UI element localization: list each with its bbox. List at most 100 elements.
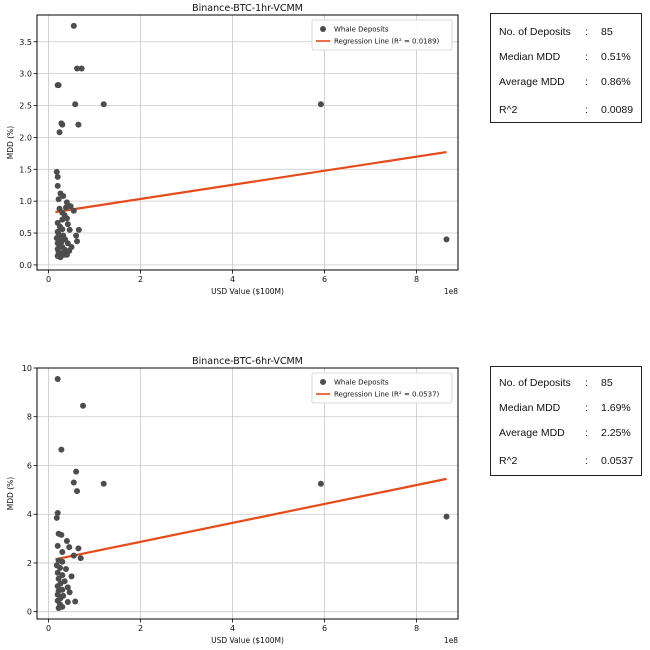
data-point <box>73 468 80 475</box>
data-point <box>317 101 324 108</box>
stat-colon: : <box>585 455 588 467</box>
data-point <box>64 584 71 591</box>
stat-row-r2: R^2 : 0.0089 <box>491 100 641 120</box>
stat-value: 0.0537 <box>601 455 634 467</box>
stat-colon: : <box>585 377 588 389</box>
x-axis-label: USD Value ($100M) <box>211 636 284 645</box>
data-point <box>54 173 61 180</box>
y-tick-label: 0.5 <box>19 229 32 238</box>
stats-panel-1hr: No. of Deposits : 85 Median MDD : 0.51% … <box>490 13 642 123</box>
data-point <box>59 121 66 128</box>
data-point <box>72 598 79 605</box>
data-point <box>74 488 81 495</box>
legend-label-line: Regression Line (R² = 0.0189) <box>334 38 440 46</box>
data-point <box>57 564 64 571</box>
data-point <box>55 605 62 612</box>
stat-value: 0.86% <box>601 76 631 88</box>
data-point <box>63 538 70 545</box>
legend-label-points: Whale Deposits <box>334 26 389 34</box>
y-tick-label: 3.5 <box>19 38 32 47</box>
plot-frame <box>36 14 459 271</box>
stats-panel-6hr: No. of Deposits : 85 Median MDD : 1.69% … <box>490 366 642 476</box>
y-tick-label: 0.0 <box>19 261 32 270</box>
data-point <box>64 240 71 247</box>
data-point <box>54 542 61 549</box>
x-tick-label: 0 <box>46 275 51 284</box>
stat-row-average: Average MDD : 0.86% <box>491 72 641 92</box>
y-tick-label: 6 <box>27 461 32 470</box>
stat-label: Average MDD <box>499 76 565 88</box>
data-point <box>75 545 82 552</box>
stat-value: 85 <box>601 26 613 38</box>
data-point <box>59 572 66 579</box>
stat-row-median: Median MDD : 1.69% <box>491 398 641 418</box>
stat-row-r2: R^2 : 0.0537 <box>491 451 641 471</box>
data-point <box>66 544 73 551</box>
data-point <box>59 226 66 233</box>
x-tick-label: 2 <box>138 275 143 284</box>
legend: Whale Deposits Regression Line (R² = 0.05… <box>311 372 453 404</box>
data-point <box>80 402 87 409</box>
x-offset-label: 1e8 <box>444 287 458 296</box>
data-point <box>72 101 79 108</box>
legend-box <box>311 19 453 51</box>
data-point <box>317 480 324 487</box>
chart-0: 0 2 4 6 8 0.0 0.5 1.0 1.5 2.0 2.5 3.0 3.5 Binance-BTC… <box>6 3 459 296</box>
data-point <box>100 480 107 487</box>
x-tick-label: 0 <box>46 624 51 633</box>
y-axis-label: MDD (%) <box>6 126 15 159</box>
stat-colon: : <box>585 402 588 414</box>
stat-label: Median MDD <box>499 51 561 63</box>
data-point <box>54 375 61 382</box>
chart-1: 0 2 4 6 8 0 2 4 6 8 10 Binance-BTC-6hr-VCMM USD Valu… <box>6 356 459 645</box>
stat-colon: : <box>585 76 588 88</box>
stat-label: R^2 <box>499 104 518 116</box>
x-tick-label: 6 <box>322 624 327 633</box>
stat-label: Average MDD <box>499 427 565 439</box>
regression-line <box>55 477 447 561</box>
x-tick-label: 6 <box>322 275 327 284</box>
stat-label: No. of Deposits <box>499 377 571 389</box>
regression-line <box>55 150 447 214</box>
data-point <box>63 199 70 206</box>
stat-value: 2.25% <box>601 427 631 439</box>
y-tick-label: 0 <box>27 608 32 617</box>
data-point <box>54 182 61 189</box>
legend-label-line: Regression Line (R² = 0.0537) <box>334 391 440 399</box>
stat-colon: : <box>585 104 588 116</box>
x-tick-label: 8 <box>414 624 419 633</box>
data-point <box>70 479 77 486</box>
y-tick-label: 2 <box>27 559 32 568</box>
data-point <box>64 598 71 605</box>
y-tick-label: 2.0 <box>19 133 32 142</box>
x-axis-label: USD Value ($100M) <box>211 287 284 296</box>
legend-box <box>311 372 453 404</box>
data-point <box>443 513 450 520</box>
data-point <box>56 129 63 136</box>
data-point <box>54 569 61 576</box>
legend: Whale Deposits Regression Line (R² = 0.01… <box>311 19 453 51</box>
y-tick-label: 4 <box>27 510 32 519</box>
x-tick-label: 2 <box>138 624 143 633</box>
data-point <box>62 566 69 573</box>
data-point <box>68 573 75 580</box>
x-tick-label: 4 <box>230 275 235 284</box>
data-point <box>100 101 107 108</box>
data-point <box>60 193 67 200</box>
stat-label: R^2 <box>499 455 518 467</box>
stat-value: 85 <box>601 377 613 389</box>
legend-label-points: Whale Deposits <box>334 379 389 387</box>
stat-value: 0.51% <box>601 51 631 63</box>
stat-row-median: Median MDD : 0.51% <box>491 47 641 67</box>
x-tick-label: 8 <box>414 275 419 284</box>
data-point <box>55 575 62 582</box>
data-point <box>75 121 82 128</box>
data-point <box>53 168 60 175</box>
chart-title: Binance-BTC-6hr-VCMM <box>192 356 303 367</box>
data-point <box>55 82 62 89</box>
data-point <box>59 558 66 565</box>
stat-colon: : <box>585 51 588 63</box>
data-point <box>67 203 74 210</box>
data-point <box>58 531 65 538</box>
